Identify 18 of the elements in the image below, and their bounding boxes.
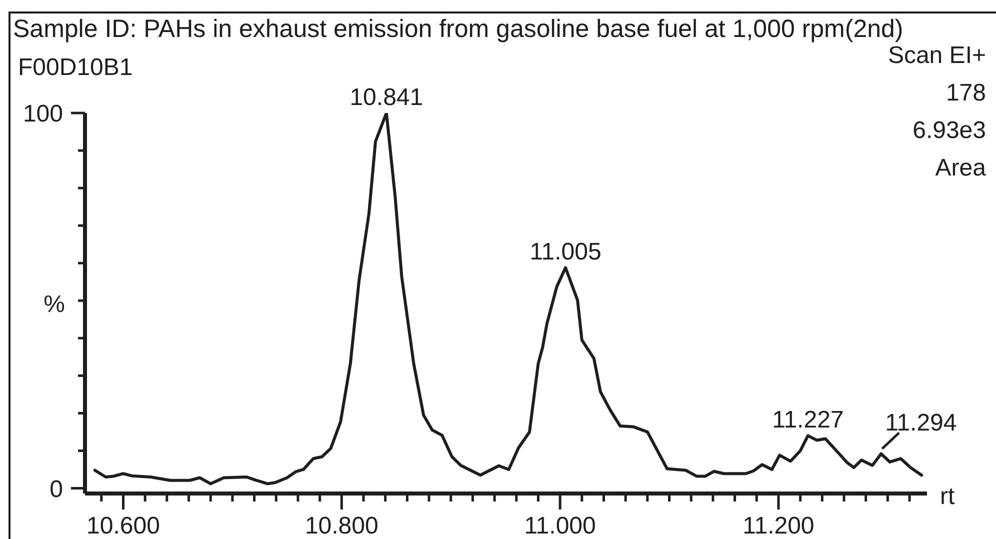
annotation: 6.93e3 (912, 117, 986, 144)
y-tick-label: 0 (50, 476, 63, 503)
text: Area (935, 154, 987, 182)
y-tick-label: 100 (22, 100, 63, 128)
chart-title: Sample ID: PAHs in exhaust emission from gasoline base fuel at 1,000 rpm(2nd) (13, 15, 904, 43)
annotation: 10.841 (350, 84, 424, 111)
x-axis-title: rt (940, 482, 955, 510)
text: Scan EI+ (888, 42, 986, 69)
annotation: 11.294 (885, 410, 957, 437)
text: 178 (946, 80, 986, 106)
x-tick-label: 10.600 (86, 512, 160, 539)
x-tick-label: 11.200 (742, 512, 814, 539)
x-tick-label: 10.800 (304, 512, 378, 539)
text: F00D10B1 (18, 54, 133, 81)
x-tick-label: 11.000 (524, 512, 596, 539)
y-axis-title: % (44, 290, 65, 318)
annotation: 11.227 (772, 406, 844, 434)
annotation: 11.005 (530, 238, 602, 266)
